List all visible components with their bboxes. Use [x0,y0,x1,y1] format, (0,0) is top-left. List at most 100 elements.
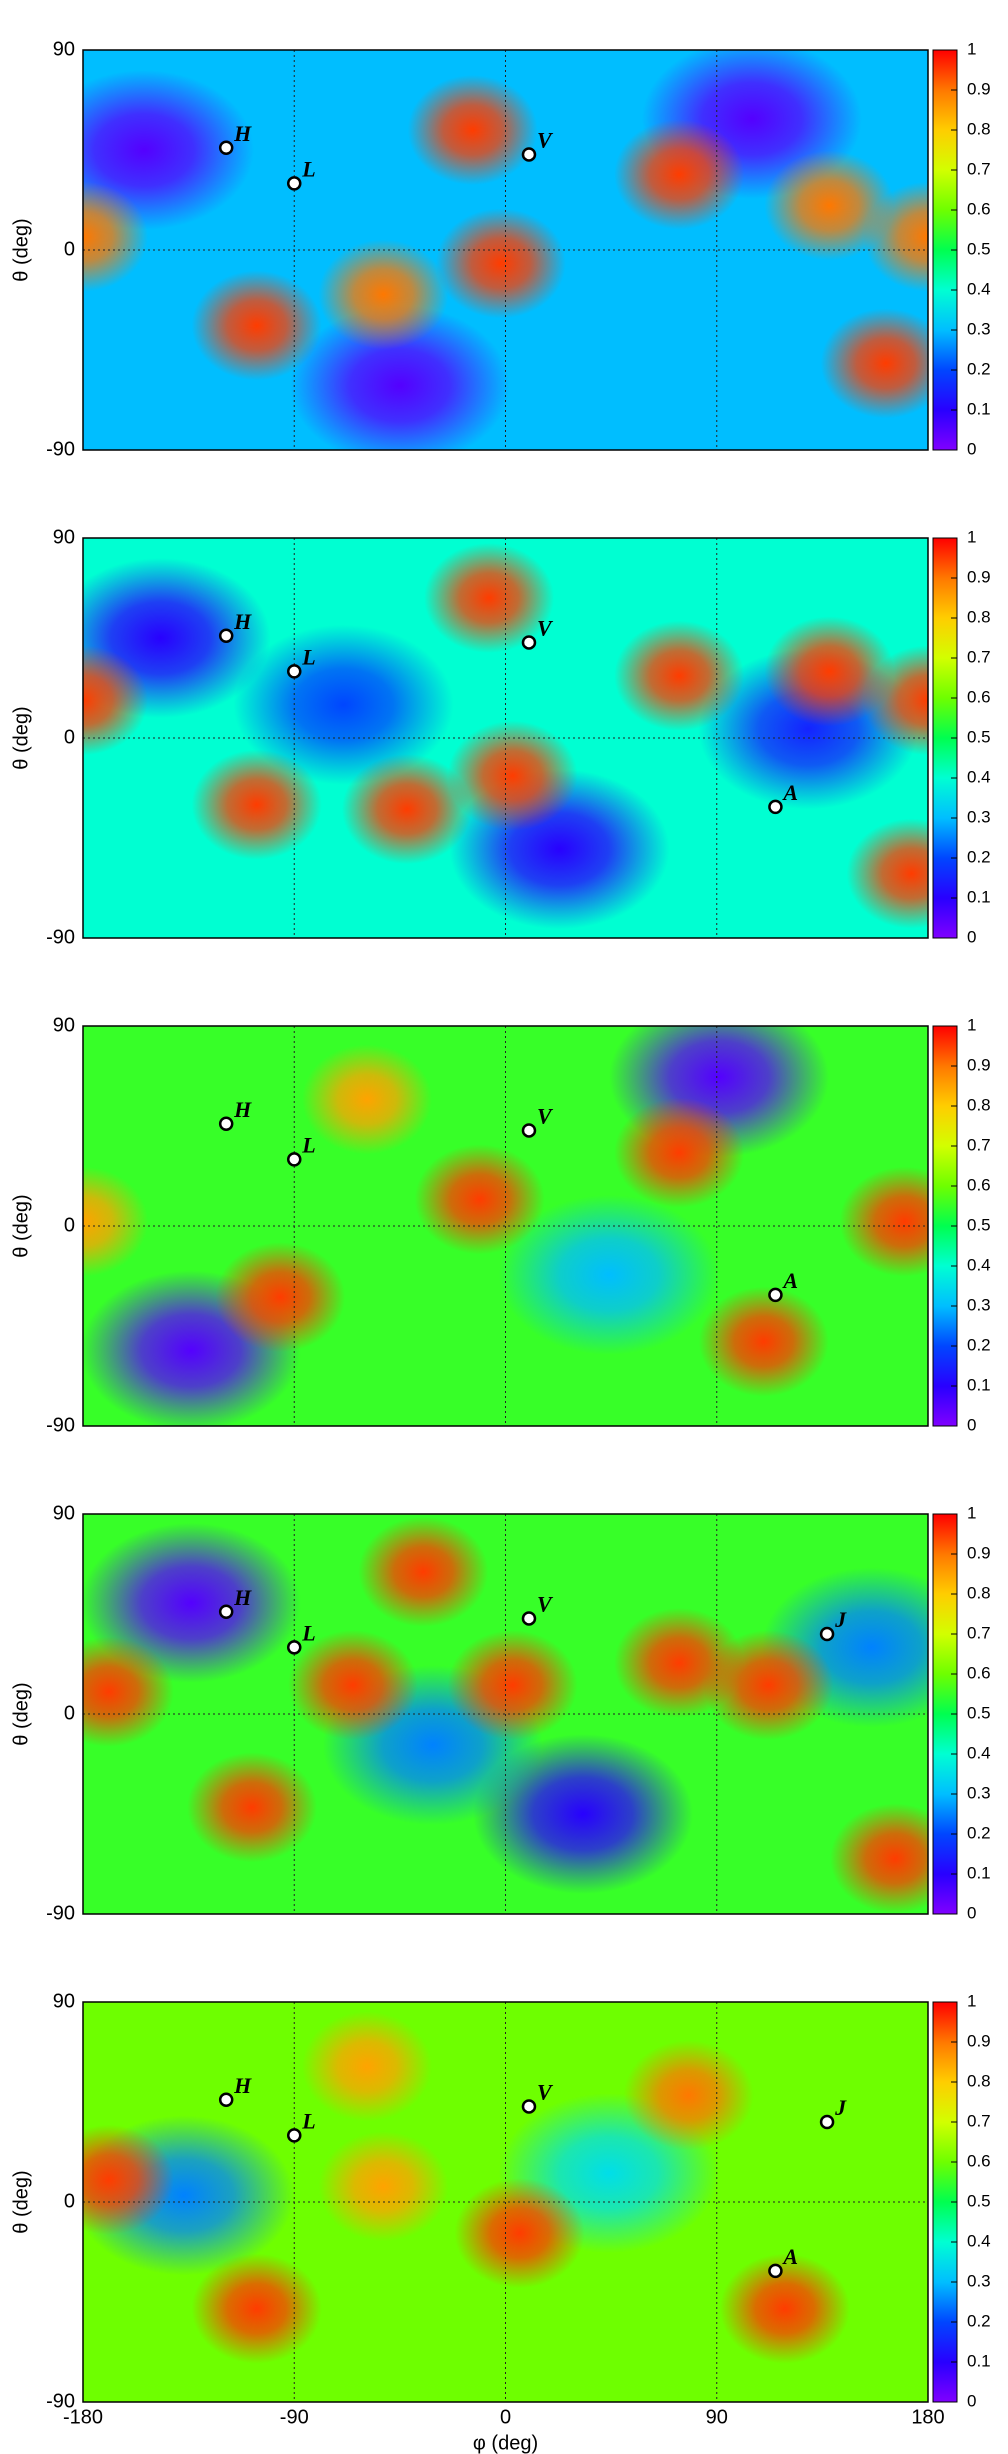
plot-frame [82,49,929,451]
y-tick-label: -90 [46,438,75,460]
field-spot [447,720,578,831]
field-spot [614,1097,745,1208]
y-axis-title: θ (deg) [10,2170,32,2233]
colorbar-tick-label: 0.5 [967,727,991,746]
detector-marker [768,799,783,815]
colorbar-tick-label: 0 [967,1415,976,1434]
colorbar-tick-label: 0.7 [967,159,991,178]
y-tick-label: -90 [46,2390,75,2412]
colorbar-tick-label: 0.2 [967,2311,991,2330]
field-spot [318,239,449,350]
detector-label: L [301,1132,315,1157]
field-spot [820,308,928,419]
colorbar-tick-label: 1 [967,1503,976,1522]
colorbar-tick-label: 0 [967,439,976,458]
field-spot [287,1630,418,1741]
colorbar-tick-label: 0.4 [967,2231,991,2250]
colorbar-tick-label: 0.2 [967,1823,991,1842]
colorbar-tick-label: 0.2 [967,359,991,378]
detector-label: H [233,1097,252,1122]
detector-marker [521,1611,537,1626]
field-spot [623,2040,754,2151]
detector-marker [521,2099,537,2114]
colorbar-tick-label: 0.4 [967,1255,991,1274]
y-tick-label: 0 [64,1702,75,1724]
detector-marker [521,635,537,650]
y-tick-label: 90 [53,38,75,60]
y-axis-title: θ (deg) [10,706,32,769]
colorbar-tick-label: 0.9 [967,1543,991,1562]
colorbar-tick-label: 1 [967,527,976,546]
colorbar-tick-label: 0.6 [967,1663,991,1682]
colorbar-tick-label: 0.6 [967,1175,991,1194]
x-tick-label: -90 [280,2406,309,2428]
colorbar-tick-label: 0.7 [967,647,991,666]
colorbar-tick-label: 0 [967,927,976,946]
field-spot [863,645,928,756]
detector-marker [287,176,302,191]
x-tick-label: 90 [706,2406,728,2428]
field-spot [414,1144,545,1255]
field-spot [447,1630,578,1741]
colorbar-tick-label: 0.8 [967,119,991,138]
field-spot [191,749,322,860]
colorbar-tick-label: 0.9 [967,567,991,586]
plot-frame [82,1513,929,1915]
colorbar-tick-label: 0.3 [967,319,991,338]
field-spot [435,208,566,319]
y-axis-title: θ (deg) [10,1682,32,1745]
field-spot [454,2178,585,2289]
map-area [83,2002,928,2402]
detector-marker [287,1152,302,1167]
detector-marker [819,1626,835,1642]
colorbar-tick-label: 0.4 [967,279,991,298]
field-spot [302,1044,433,1155]
field-spot [358,1516,489,1627]
x-tick-label: -180 [63,2406,103,2428]
colorbar-tick-label: 0.1 [967,2351,991,2370]
detector-label: J [834,2095,847,2120]
x-axis-title: φ (deg) [473,2432,538,2454]
colorbar-tick-label: 1 [967,1015,976,1034]
colorbar-tick-label: 0 [967,2391,976,2410]
detector-label: H [233,1585,252,1610]
x-tick-label: 180 [911,2406,944,2428]
colorbar-tick-label: 0.1 [967,399,991,418]
y-tick-label: -90 [46,926,75,948]
colorbar-tick-label: 0.6 [967,199,991,218]
colorbar-tick-label: 0.3 [967,2271,991,2290]
field-spot [341,754,472,865]
detector-marker [287,1640,302,1655]
detector-label: V [537,615,554,640]
colorbar-tick-label: 0.4 [967,767,991,786]
plot-frame [82,1025,929,1427]
y-tick-label: -90 [46,1414,75,1436]
y-tick-label: 90 [53,1990,75,2012]
colorbar-tick-label: 0.9 [967,2031,991,2050]
y-tick-label: 90 [53,526,75,548]
field-spot [83,70,254,230]
plot-frame [82,2001,929,2403]
field-spot [83,1166,148,1277]
y-tick-label: 0 [64,2190,75,2212]
detector-marker [218,1604,234,1620]
y-tick-label: 90 [53,1014,75,1036]
detector-marker [287,2128,302,2143]
colorbar-tick-label: 0.3 [967,1783,991,1802]
field-spot [764,150,895,261]
y-tick-label: -90 [46,1902,75,1924]
detector-label: L [301,644,315,669]
field-spot [233,624,454,785]
colorbar-tick-label: 0.6 [967,687,991,706]
field-spot [863,181,928,292]
y-tick-label: 90 [53,1502,75,1524]
detector-label: H [233,121,252,146]
detector-marker [218,2092,234,2108]
detector-label: J [834,1607,847,1632]
field-spot [498,1194,719,1355]
detector-marker [768,2263,783,2279]
colorbar-tick-label: 0.8 [967,2071,991,2090]
field-spot [830,1803,928,1914]
detector-label: H [233,2073,252,2098]
